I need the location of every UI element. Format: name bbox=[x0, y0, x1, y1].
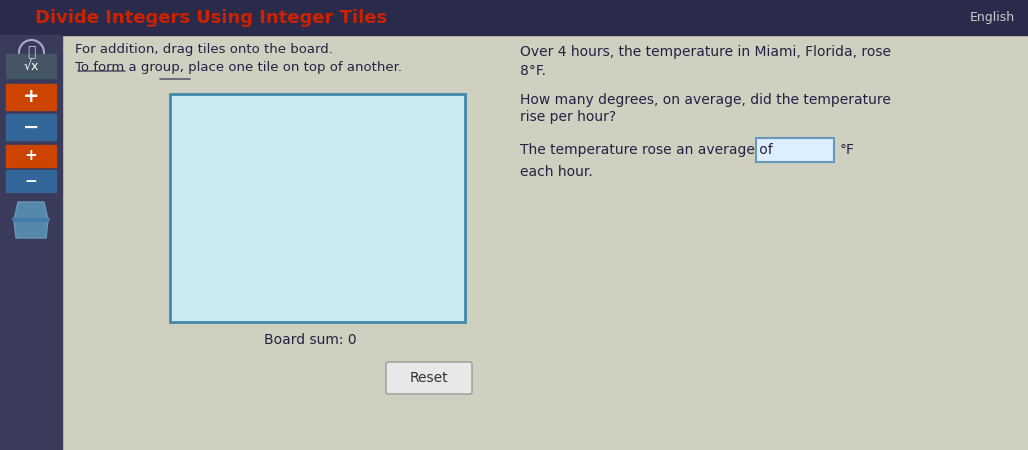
Text: rise per hour?: rise per hour? bbox=[520, 110, 616, 124]
Text: To form a group, place one tile on top of another.: To form a group, place one tile on top o… bbox=[75, 60, 402, 73]
Bar bbox=[6, 114, 56, 140]
Text: Reset: Reset bbox=[410, 371, 448, 385]
Bar bbox=[0, 35, 62, 450]
Text: 🎧: 🎧 bbox=[27, 45, 35, 59]
FancyBboxPatch shape bbox=[386, 362, 472, 394]
Text: 8°F.: 8°F. bbox=[520, 64, 546, 78]
Bar bbox=[6, 170, 56, 192]
Text: −: − bbox=[23, 117, 39, 136]
Text: °F: °F bbox=[840, 143, 855, 157]
Text: −: − bbox=[25, 174, 37, 189]
Text: For addition, drag tiles onto the board.: For addition, drag tiles onto the board. bbox=[75, 44, 333, 57]
Bar bbox=[6, 145, 56, 167]
Text: Board sum: 0: Board sum: 0 bbox=[264, 333, 357, 347]
Text: English: English bbox=[969, 12, 1015, 24]
Bar bbox=[0, 0, 1028, 35]
Text: +: + bbox=[25, 148, 37, 163]
Text: √x: √x bbox=[24, 59, 39, 72]
Text: The temperature rose an average of: The temperature rose an average of bbox=[520, 143, 773, 157]
Polygon shape bbox=[14, 202, 48, 238]
Polygon shape bbox=[12, 218, 50, 222]
Text: How many degrees, on average, did the temperature: How many degrees, on average, did the te… bbox=[520, 93, 891, 107]
Text: +: + bbox=[23, 87, 39, 107]
Bar bbox=[6, 84, 56, 110]
Bar bbox=[756, 138, 834, 162]
Text: Divide Integers Using Integer Tiles: Divide Integers Using Integer Tiles bbox=[35, 9, 388, 27]
Text: Over 4 hours, the temperature in Miami, Florida, rose: Over 4 hours, the temperature in Miami, … bbox=[520, 45, 891, 59]
Text: each hour.: each hour. bbox=[520, 165, 593, 179]
Bar bbox=[170, 94, 465, 322]
Bar bbox=[6, 54, 56, 78]
